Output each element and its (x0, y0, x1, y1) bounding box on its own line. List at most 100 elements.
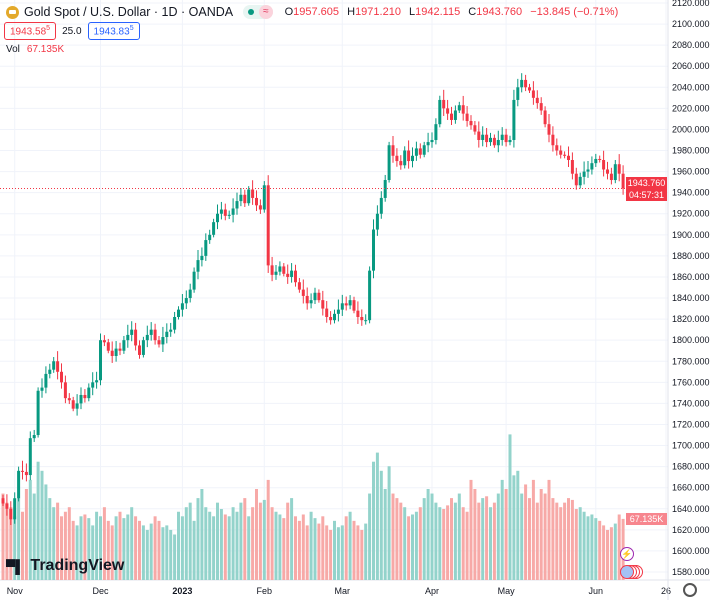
spread-value: 25.0 (62, 25, 82, 37)
candle-body (243, 194, 247, 204)
candle-body (313, 292, 317, 301)
volume-bar (613, 523, 617, 580)
candle-body (24, 471, 28, 476)
volume-bar (286, 502, 290, 580)
candle-body (192, 271, 196, 290)
candle-body (204, 240, 208, 256)
market-status-badge[interactable]: ≈ (243, 5, 273, 19)
y-tick-label: 1700.000 (672, 441, 710, 451)
volume-legend[interactable]: Vol 67.135K (6, 44, 64, 55)
candle-body (173, 317, 177, 330)
candle-body (67, 398, 71, 401)
volume-bar (24, 489, 28, 580)
candle-body (609, 173, 613, 181)
candle-body (13, 498, 17, 520)
volume-bar (508, 434, 512, 580)
volume-bar (473, 489, 477, 580)
candle-body (360, 317, 364, 321)
volume-bar (75, 525, 79, 580)
candle-body (17, 470, 21, 499)
volume-bar (110, 525, 114, 580)
candle-body (1, 498, 5, 504)
x-tick-label: Feb (257, 586, 273, 596)
candle-body (563, 154, 567, 156)
candle-body (434, 124, 438, 140)
candle-body (422, 145, 426, 155)
candle-body (102, 340, 106, 343)
volume-bar (352, 520, 356, 580)
volume-bar (489, 507, 492, 580)
y-tick-label: 1980.000 (672, 146, 710, 156)
candle-body (430, 139, 434, 143)
volume-bar (387, 466, 391, 580)
candle-body (297, 282, 301, 290)
tradingview-logo[interactable]: ▀▌ TradingView (6, 557, 124, 575)
candle-body (95, 380, 99, 383)
x-tick-label: 26 (661, 586, 671, 596)
volume-bar (9, 507, 13, 580)
change-value: −13.845 (−0.71%) (530, 6, 619, 18)
volume-bar (504, 489, 508, 580)
y-tick-label: 1640.000 (672, 504, 710, 514)
volume-bar (52, 507, 56, 580)
volume-bar (134, 516, 138, 580)
volume-bar (32, 493, 36, 580)
candle-body (336, 309, 340, 314)
volume-bar (67, 507, 71, 580)
candle-body (305, 295, 309, 304)
us-economic-events-icon[interactable] (620, 565, 644, 579)
volume-bar (165, 525, 169, 580)
y-tick-label: 2080.000 (672, 40, 710, 50)
x-tick-label: 2023 (172, 586, 192, 596)
candle-body (282, 266, 286, 274)
candle-body (52, 361, 56, 370)
volume-bar (602, 525, 606, 580)
volume-bar (266, 479, 270, 580)
volume-bar (411, 514, 414, 580)
candle-body (567, 155, 570, 161)
candle-body (317, 292, 321, 301)
volume-bar (364, 523, 368, 580)
candle-body (329, 317, 333, 321)
candle-body (216, 213, 219, 223)
volume-bar (434, 502, 438, 580)
volume-bar (446, 505, 450, 580)
volume-bar (184, 507, 188, 580)
volume-bar (321, 516, 325, 580)
symbol-title[interactable]: Gold Spot / U.S. Dollar · 1D · OANDA (24, 5, 234, 19)
candle-body (590, 163, 594, 170)
candle-body (44, 373, 48, 388)
volume-bar (485, 496, 489, 580)
ohlc-values: O1957.605 H1971.210 L1942.115 C1943.760 … (285, 6, 624, 18)
volume-bar (122, 518, 126, 580)
volume-bar (223, 514, 227, 580)
settings-gear-icon[interactable] (683, 583, 697, 597)
volume-bar (95, 511, 99, 580)
candle-body (227, 214, 231, 216)
lightning-event-icon[interactable]: ⚡ (620, 547, 634, 561)
candle-body (60, 371, 63, 383)
volume-bar (235, 511, 239, 580)
candle-body (325, 308, 329, 318)
candle-body (391, 145, 395, 156)
candle-body (450, 113, 453, 120)
candle-body (110, 350, 114, 356)
volume-bar (414, 511, 418, 580)
volume-bar (496, 493, 500, 580)
candle-body (504, 134, 508, 143)
volume-bar (219, 509, 223, 580)
volume-bar (60, 516, 63, 580)
candle-body (5, 503, 9, 509)
candle-body (481, 134, 485, 140)
x-tick-label: Mar (335, 586, 351, 596)
market-open-dot-icon (248, 9, 255, 15)
candle-body (496, 139, 500, 146)
candle-body (71, 400, 75, 409)
y-tick-label: 1780.000 (672, 356, 710, 366)
symbol-header: Gold Spot / U.S. Dollar · 1D · OANDA ≈ O… (6, 5, 623, 19)
candle-body (118, 348, 122, 351)
sell-button[interactable]: 1943.585 (4, 22, 57, 41)
buy-button[interactable]: 1943.835 (87, 22, 140, 41)
x-tick-label: May (498, 586, 516, 596)
